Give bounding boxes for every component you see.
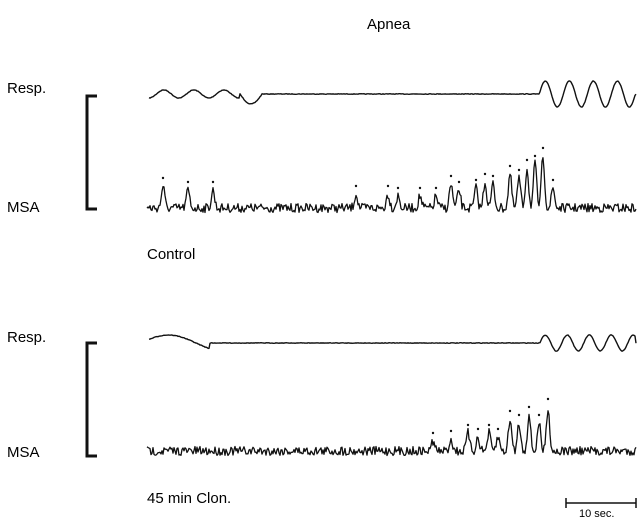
clon-msa-trace-burst-marker-1	[449, 429, 453, 433]
control-msa-trace-burst-marker-13	[508, 164, 512, 168]
control-msa-trace-burst-marker-7	[434, 186, 438, 190]
chart-title: Apnea	[367, 16, 411, 33]
control-resp-trace	[148, 80, 637, 108]
panel1-resp-label: Resp.	[7, 80, 47, 97]
trace-layer	[146, 80, 637, 457]
control-msa-trace-burst-marker-18	[551, 178, 555, 182]
clon-msa-trace	[146, 410, 637, 457]
control-msa-trace-burst-marker-16	[533, 154, 537, 158]
clon-msa-trace-burst-marker-6	[508, 409, 512, 413]
clon-msa-trace-burst-marker-5	[496, 427, 500, 431]
calibration-bracket-top	[85, 94, 97, 211]
clon-msa-trace-burst-marker-7	[517, 413, 521, 417]
clon-msa-trace-burst-marker-3	[476, 427, 480, 431]
scale-bar	[565, 498, 637, 508]
calibration-bracket-bottom	[85, 341, 97, 458]
control-msa-trace-burst-marker-6	[418, 186, 422, 190]
control-msa-trace-burst-marker-8	[449, 174, 453, 178]
control-msa-trace-burst-marker-9	[457, 180, 461, 184]
control-msa-trace-burst-marker-10	[474, 178, 478, 182]
clon-msa-trace-burst-marker-10	[546, 397, 550, 401]
control-msa-trace	[146, 157, 637, 214]
clon-msa-trace-burst-marker-8	[527, 405, 531, 409]
clon-msa-trace-burst-marker-2	[466, 423, 470, 427]
panel2-resp-label: Resp.	[7, 329, 47, 346]
control-msa-trace-burst-marker-5	[396, 186, 400, 190]
control-msa-trace-burst-marker-15	[525, 158, 529, 162]
control-msa-trace-burst-marker-2	[211, 180, 215, 184]
clon-msa-trace-burst-marker-9	[537, 413, 541, 417]
panel1-condition-label: Control	[147, 246, 196, 263]
control-msa-trace-burst-marker-14	[517, 168, 521, 172]
panel2-condition-label: 45 min Clon.	[147, 490, 232, 507]
control-msa-trace-burst-marker-0	[161, 176, 165, 180]
control-msa-trace-burst-marker-17	[541, 146, 545, 150]
scale-bar-label: 10 sec.	[579, 508, 615, 520]
control-msa-trace-burst-marker-11	[483, 172, 487, 176]
clon-msa-trace-burst-marker-4	[487, 423, 491, 427]
panel1-msa-label: MSA	[7, 199, 40, 216]
panel2-msa-label: MSA	[7, 444, 40, 461]
clon-resp-trace	[148, 334, 637, 352]
control-msa-trace-burst-marker-4	[386, 184, 390, 188]
control-msa-trace-burst-marker-3	[354, 184, 358, 188]
control-msa-trace-burst-marker-1	[186, 180, 190, 184]
control-msa-trace-burst-marker-12	[491, 174, 495, 178]
clon-msa-trace-burst-marker-0	[431, 431, 435, 435]
